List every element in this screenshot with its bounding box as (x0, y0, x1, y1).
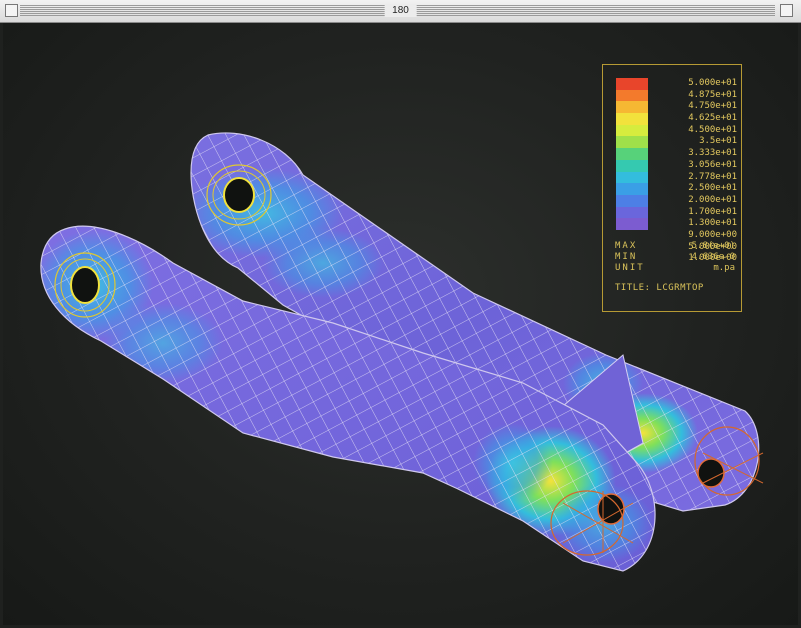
legend-level-label: 3.333e+01 (688, 148, 737, 159)
legend-swatch (616, 194, 648, 207)
stat-key: MIN (615, 252, 638, 262)
legend-value-labels: 5.000e+01 4.875e+01 4.750e+01 4.625e+01 4.50… (663, 78, 737, 265)
fea-mesh-render (40, 132, 764, 572)
zoom-box-button[interactable] (780, 4, 793, 17)
stat-value: m.pa (713, 263, 735, 273)
legend-level-label: 4.500e+01 (688, 124, 737, 135)
legend-level-label: 1.700e+01 (688, 206, 737, 217)
legend-level-label: 2.500e+01 (688, 183, 737, 194)
legend-stats: MAX 5.8(e+0) MIN 4.636e-0 UNIT m.pa (615, 241, 735, 274)
legend-swatch (616, 101, 648, 114)
window-titlebar[interactable]: 180 (0, 0, 801, 23)
legend-title: TITLE: LCGRMTOP (615, 283, 704, 293)
legend-swatch (616, 124, 648, 137)
legend-stat-row: MAX 5.8(e+0) (615, 241, 735, 252)
legend-swatch (616, 159, 648, 172)
legend-swatch (616, 78, 648, 90)
legend-level-label: 5.000e+00 (688, 241, 737, 252)
legend-swatch (616, 183, 648, 195)
stat-value: 5.8(e+0) (691, 241, 735, 251)
legend-swatch (616, 136, 648, 149)
legend-stat-row: UNIT m.pa (615, 263, 735, 274)
legend-level-label: 3.5e+01 (699, 136, 737, 147)
fea-viewport[interactable]: 5.000e+01 4.875e+01 4.750e+01 4.625e+01 4.50… (3, 23, 798, 625)
legend-swatch (616, 171, 648, 184)
legend-level-label: 2.778e+01 (688, 171, 737, 182)
contour-legend: 5.000e+01 4.875e+01 4.750e+01 4.625e+01 4.50… (602, 64, 742, 312)
legend-level-label: 4.875e+01 (688, 89, 737, 100)
legend-color-bar (616, 78, 648, 230)
legend-swatch (616, 218, 648, 230)
legend-swatch (616, 206, 648, 219)
legend-level-label: 9.000e+00 (688, 229, 737, 240)
stat-key: UNIT (615, 263, 645, 273)
stat-value: 4.636e-0 (691, 252, 735, 262)
legend-level-label: 4.750e+01 (688, 101, 737, 112)
legend-level-label: 2.000e+01 (688, 194, 737, 205)
legend-stat-row: MIN 4.636e-0 (615, 252, 735, 263)
stat-key: MAX (615, 241, 638, 251)
legend-level-label: 1.000e+00 (688, 253, 737, 264)
close-box-button[interactable] (5, 4, 18, 17)
legend-swatch (616, 113, 648, 125)
legend-level-label: 5.000e+01 (688, 78, 737, 88)
legend-swatch (616, 148, 648, 160)
window-title: 180 (384, 4, 417, 17)
legend-level-label: 1.300e+01 (688, 218, 737, 229)
legend-level-label: 4.625e+01 (688, 113, 737, 124)
legend-swatch (616, 89, 648, 102)
legend-level-label: 3.056e+01 (688, 159, 737, 170)
